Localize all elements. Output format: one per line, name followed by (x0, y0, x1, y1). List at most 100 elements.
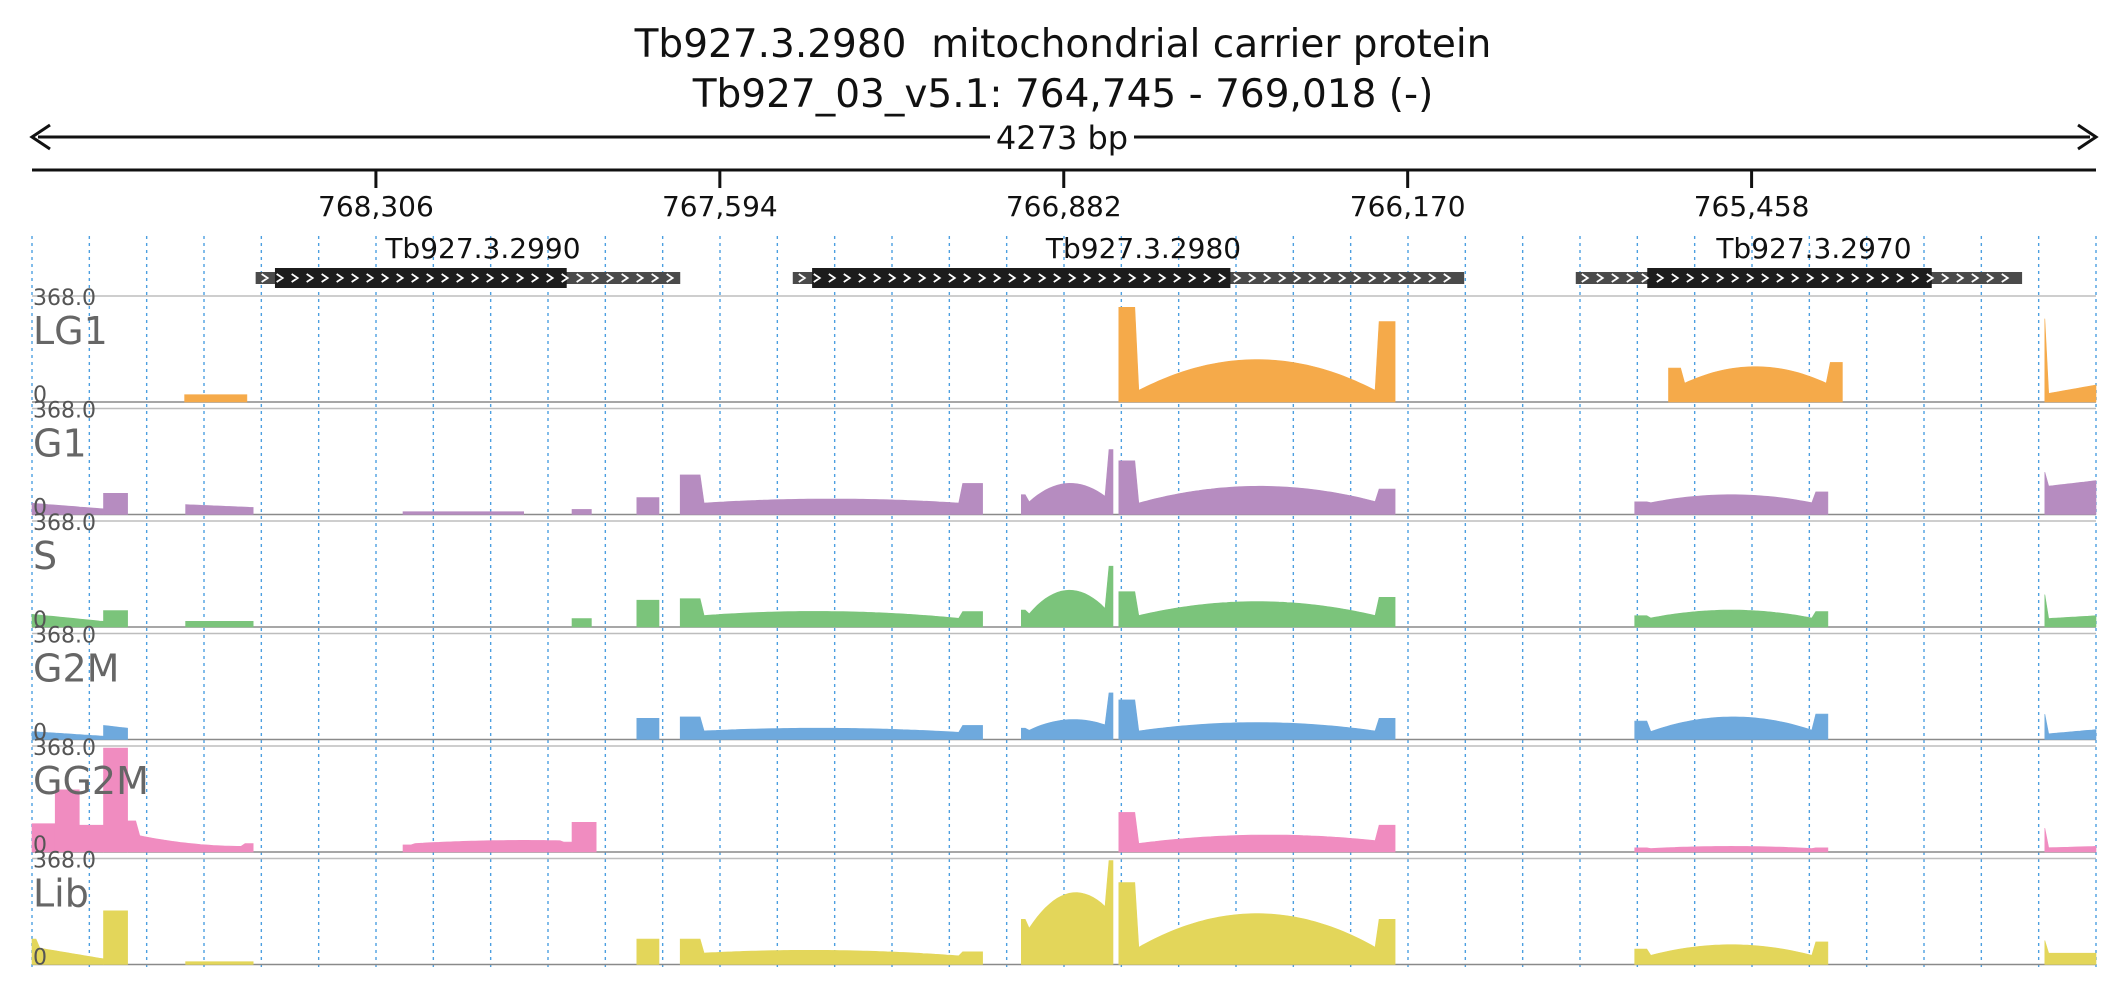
gene-strand-arrows (1581, 273, 2010, 283)
coverage-area (31, 731, 104, 740)
track-min-label: 0 (33, 496, 47, 521)
track-min-label: 0 (33, 608, 47, 633)
track-min-label: 0 (33, 721, 47, 746)
coverage-area (679, 938, 983, 965)
track-g1: 368.0G1 0 (31, 399, 2097, 521)
coverage-area (402, 511, 524, 515)
coverage-area (185, 621, 254, 628)
coverage-area (2044, 714, 2097, 740)
coverage-area (103, 910, 128, 965)
coverage-area (1634, 713, 1829, 740)
gene-models: Tb927.3.2990 Tb927.3.2980 Tb927.3.2970 (255, 232, 2023, 288)
coverage-area (679, 598, 983, 628)
gene-strand-arrows (798, 273, 1452, 283)
coverage-area (1021, 860, 1114, 965)
coverage-area (636, 497, 660, 515)
coverage-area (2044, 940, 2097, 965)
track-max-label: 368.0 (33, 849, 96, 874)
coverage-area (54, 789, 80, 853)
ruler-length-label: 4273 bp (996, 119, 1128, 157)
gene-label: Tb927.3.2990 (384, 232, 580, 265)
track-name: G2M (33, 647, 119, 691)
coverage-area (571, 822, 597, 853)
ruler-label-bg (990, 120, 1134, 154)
coverage-area (2044, 472, 2097, 515)
coverage-area (103, 725, 128, 740)
coverage-area (1118, 882, 1396, 965)
track-s: 368.0S 0 (31, 511, 2097, 633)
coverage-area (2044, 827, 2097, 853)
coverage-area (127, 820, 254, 853)
gene-strand-arrows (261, 273, 675, 283)
coverage-area (1634, 941, 1829, 965)
coverage-area (571, 509, 592, 515)
track-min-label: 0 (33, 383, 47, 408)
gene-label: Tb927.3.2980 (1045, 232, 1241, 265)
coverage-area (185, 504, 254, 515)
ruler-right-arrow-icon (2077, 123, 2099, 151)
coverage-area (31, 502, 104, 515)
coverage-area (636, 938, 660, 965)
track-max-label: 368.0 (33, 399, 96, 424)
track-min-label: 0 (33, 833, 47, 858)
track-name: S (33, 534, 57, 578)
coverage-area (185, 961, 254, 965)
gene-title: Tb927.3.2980 mitochondrial carrier prote… (0, 22, 2126, 67)
coverage-area (1021, 692, 1114, 740)
track-name: LG1 (33, 309, 108, 353)
coverage-area (1118, 699, 1396, 740)
track-max-label: 368.0 (33, 286, 96, 311)
coverage-area (636, 718, 660, 740)
coverage-area (1021, 565, 1114, 628)
coverage-area (1668, 362, 1843, 403)
coverage-area (103, 493, 128, 515)
ruler-tick-label: 765,458 (1694, 190, 1810, 223)
gene-id: Tb927.3.2980 (634, 22, 907, 67)
coverage-tracks: 368.0LG10368.0G10368.0S0368.0G2M0368.0GG… (31, 286, 2097, 971)
coverage-area (1118, 307, 1396, 403)
coverage-area (2044, 594, 2097, 628)
gene-description: mitochondrial carrier protein (931, 22, 1492, 67)
coverage-area (1634, 845, 1829, 853)
locus-label: Tb927_03_v5.1: 764,745 - 769,018 (-) (692, 72, 1434, 117)
ruler: 4273 bp (29, 119, 2099, 172)
gene-cds (812, 268, 1231, 288)
track-name: GG2M (33, 759, 149, 803)
coverage-area (1634, 491, 1829, 515)
coverage-area (402, 840, 573, 853)
coverage-area (679, 474, 983, 515)
ruler-tick-label: 766,170 (1350, 190, 1466, 223)
track-name: G1 (33, 422, 87, 466)
gene-cds (1647, 268, 1932, 288)
coverage-area (31, 613, 104, 628)
coverage-area (103, 610, 128, 628)
coverage-area (1021, 449, 1114, 515)
ruler-ticks: 768,306 767,594 766,882 766,170 765,458 (318, 170, 1809, 223)
track-max-label: 368.0 (33, 624, 96, 649)
gene-label: Tb927.3.2970 (1715, 232, 1911, 265)
coverage-area (1118, 460, 1396, 515)
coverage-area (31, 938, 104, 965)
coverage-area (571, 618, 592, 628)
ruler-tick-label: 766,882 (1006, 190, 1122, 223)
coverage-area (103, 747, 128, 853)
track-max-label: 368.0 (33, 736, 96, 761)
coverage-area (2044, 318, 2097, 403)
coverage-area (1634, 609, 1829, 628)
track-max-label: 368.0 (33, 511, 96, 536)
track-name: Lib (33, 872, 89, 916)
track-min-label: 0 (33, 946, 47, 971)
coverage-area (1118, 812, 1396, 853)
coverage-area (1118, 591, 1396, 628)
ruler-tick-label: 767,594 (662, 190, 778, 223)
ruler-tick-label: 768,306 (318, 190, 434, 223)
gene-cds (274, 268, 567, 288)
coverage-area (636, 599, 660, 628)
coverage-area (184, 394, 248, 403)
coverage-area (679, 716, 983, 740)
